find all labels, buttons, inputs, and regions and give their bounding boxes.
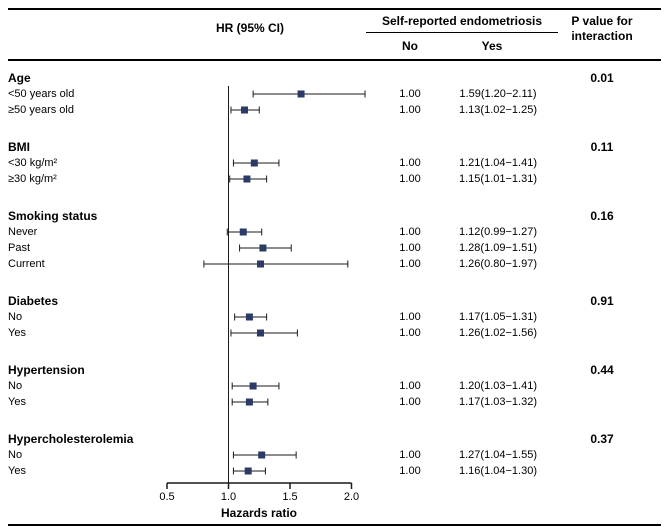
yes-hr-value: 1.15(1.01−1.31) <box>459 173 537 185</box>
hr-column-header: HR (95% CI) <box>215 21 284 35</box>
no-hr-value: 1.00 <box>399 327 421 339</box>
top-rule <box>8 8 661 10</box>
no-hr-value: 1.00 <box>399 396 421 408</box>
hr-marker <box>244 467 252 475</box>
hr-marker <box>245 398 253 406</box>
hr-marker <box>250 159 258 167</box>
yes-hr-value: 1.20(1.03−1.41) <box>459 380 537 392</box>
group-header-underline <box>366 32 558 33</box>
yes-hr-value: 1.26(0.80−1.97) <box>459 258 537 270</box>
row-label: Past <box>8 242 31 254</box>
yes-hr-value: 1.17(1.03−1.32) <box>459 396 537 408</box>
no-hr-value: 1.00 <box>399 465 421 477</box>
row-label: <30 kg/m² <box>8 157 58 169</box>
yes-hr-value: 1.17(1.05−1.31) <box>459 311 537 323</box>
yes-hr-value: 1.12(0.99−1.27) <box>459 226 537 238</box>
row-label: No <box>8 449 23 461</box>
no-column-header: No <box>402 39 418 53</box>
x-tick-label: 1.0 <box>220 491 237 503</box>
hr-marker <box>249 382 257 390</box>
no-hr-value: 1.00 <box>399 104 421 116</box>
group-label: Hypertension <box>8 363 85 377</box>
x-tick-label: 1.5 <box>282 491 298 503</box>
row-label: Never <box>8 226 38 238</box>
no-hr-value: 1.00 <box>399 242 421 254</box>
hr-marker <box>239 228 247 236</box>
yes-hr-value: 1.21(1.04−1.41) <box>459 157 537 169</box>
hr-marker <box>256 260 264 268</box>
header-bottom-rule <box>8 59 661 61</box>
x-tick-label: 0.5 <box>159 491 175 503</box>
hr-marker <box>258 451 266 459</box>
x-axis-title: Hazards ratio <box>220 506 298 520</box>
row-label: ≥50 years old <box>8 104 74 116</box>
yes-column-header: Yes <box>481 39 503 53</box>
x-tick-label: 2.0 <box>343 491 360 503</box>
yes-hr-value: 1.28(1.09−1.51) <box>459 242 537 254</box>
no-hr-value: 1.00 <box>399 449 421 461</box>
yes-hr-value: 1.13(1.02−1.25) <box>459 104 537 116</box>
row-label: Yes <box>8 465 26 477</box>
p-column-header-line2: interaction <box>571 29 633 43</box>
yes-hr-value: 1.16(1.04−1.30) <box>459 465 537 477</box>
no-hr-value: 1.00 <box>399 157 421 169</box>
group-label: Diabetes <box>8 294 59 308</box>
group-label: Smoking status <box>8 209 98 223</box>
yes-hr-value: 1.27(1.04−1.55) <box>459 449 537 461</box>
hr-marker <box>240 106 248 114</box>
no-hr-value: 1.00 <box>399 380 421 392</box>
no-hr-value: 1.00 <box>399 173 421 185</box>
hr-marker <box>245 313 253 321</box>
hr-marker <box>297 90 305 98</box>
yes-hr-value: 1.59(1.20−2.11) <box>459 88 537 100</box>
p-value: 0.44 <box>590 363 614 377</box>
hr-marker <box>243 175 251 183</box>
row-label: ≥30 kg/m² <box>8 173 57 185</box>
group-label: Hypercholesterolemia <box>8 432 134 446</box>
row-label: No <box>8 380 23 392</box>
row-label: Yes <box>8 396 26 408</box>
row-label: Yes <box>8 327 26 339</box>
group-label: Age <box>8 71 31 85</box>
p-value: 0.37 <box>590 432 614 446</box>
row-label: <50 years old <box>8 88 75 100</box>
no-hr-value: 1.00 <box>399 88 421 100</box>
no-hr-value: 1.00 <box>399 311 421 323</box>
row-label: No <box>8 311 23 323</box>
row-label: Current <box>8 258 45 270</box>
p-value: 0.91 <box>590 294 614 308</box>
group-column-header: Self-reported endometriosis <box>381 14 543 28</box>
no-hr-value: 1.00 <box>399 258 421 270</box>
hr-marker <box>256 329 264 337</box>
p-value: 0.01 <box>590 71 614 85</box>
yes-hr-value: 1.26(1.02−1.56) <box>459 327 537 339</box>
hr-marker <box>259 244 267 252</box>
p-value: 0.16 <box>590 209 614 223</box>
bottom-rule <box>8 524 661 526</box>
p-column-header-line1: P value for <box>571 14 633 28</box>
no-hr-value: 1.00 <box>399 226 421 238</box>
group-label: BMI <box>8 140 30 154</box>
p-value: 0.11 <box>590 140 614 154</box>
